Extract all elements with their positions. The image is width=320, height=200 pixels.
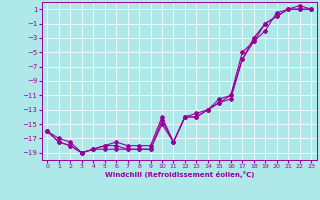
X-axis label: Windchill (Refroidissement éolien,°C): Windchill (Refroidissement éolien,°C): [105, 171, 254, 178]
